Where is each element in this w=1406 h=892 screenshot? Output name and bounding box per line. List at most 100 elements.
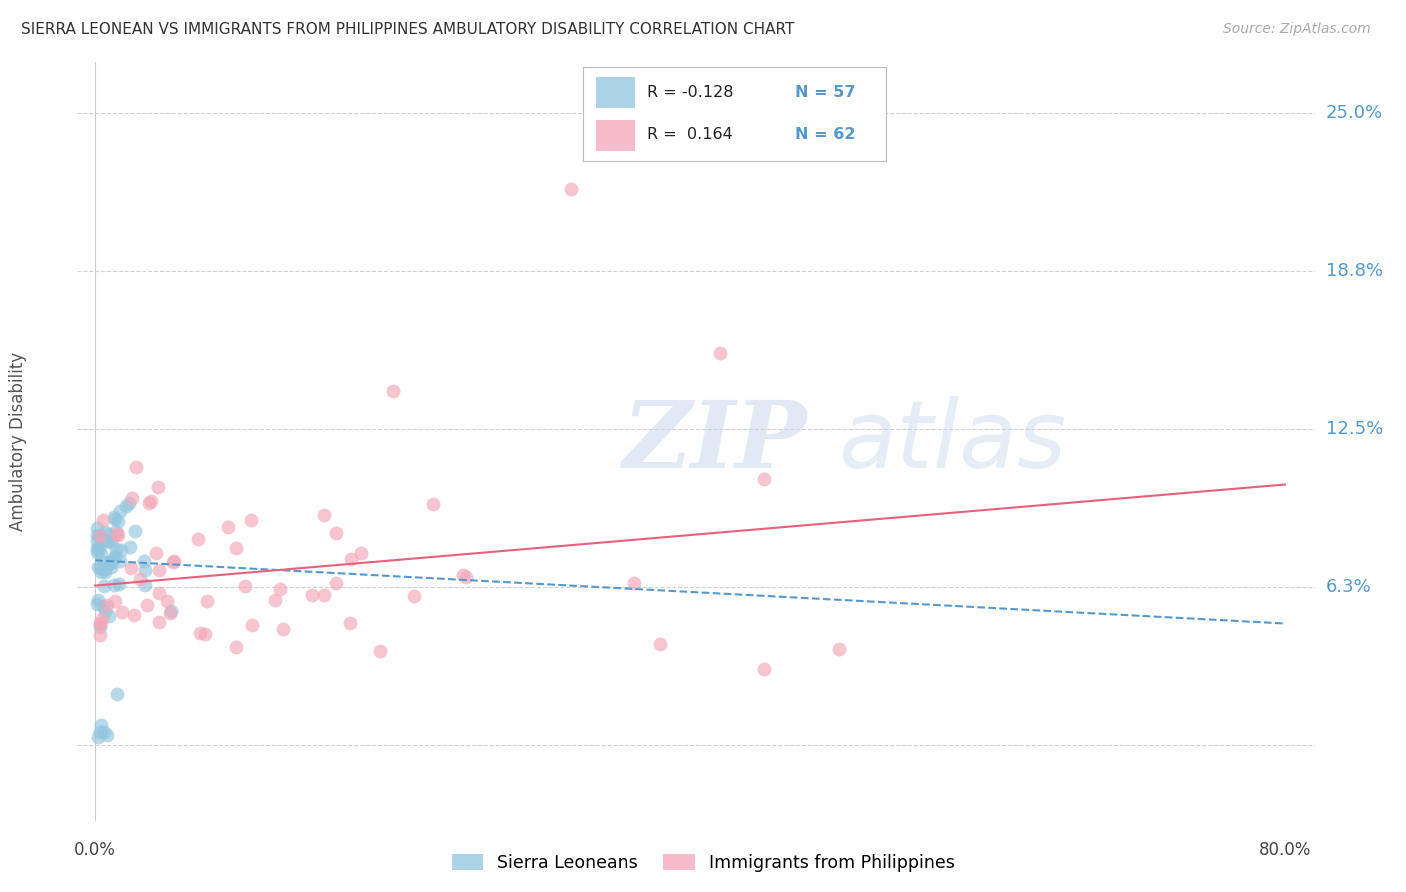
- Point: [86, 541, 108, 556]
- Point: [93, 725, 115, 739]
- Point: [87, 530, 110, 544]
- Point: [100, 535, 122, 549]
- Point: [96, 728, 118, 742]
- Point: [163, 554, 186, 568]
- Point: [108, 504, 131, 518]
- Point: [90, 565, 112, 579]
- Point: [87, 730, 110, 744]
- Text: SIERRA LEONEAN VS IMMIGRANTS FROM PHILIPPINES AMBULATORY DISABILITY CORRELATION : SIERRA LEONEAN VS IMMIGRANTS FROM PHILIP…: [21, 22, 794, 37]
- Point: [107, 687, 129, 701]
- Point: [325, 525, 347, 540]
- Point: [89, 725, 111, 739]
- Point: [650, 637, 672, 651]
- Point: [90, 717, 112, 731]
- Point: [325, 575, 347, 590]
- Point: [100, 560, 122, 574]
- Text: 80.0%: 80.0%: [1258, 841, 1310, 859]
- Point: [273, 622, 295, 636]
- Point: [93, 604, 115, 618]
- Point: [86, 528, 108, 542]
- Point: [103, 550, 125, 565]
- Point: [104, 541, 127, 556]
- Point: [314, 588, 336, 602]
- Text: Ambulatory Disability: Ambulatory Disability: [8, 352, 27, 531]
- Point: [89, 628, 111, 642]
- Point: [339, 552, 361, 566]
- Point: [89, 620, 111, 634]
- Point: [89, 615, 111, 630]
- Point: [100, 556, 122, 570]
- Point: [404, 590, 426, 604]
- Point: [104, 524, 127, 538]
- Text: R =  0.164: R = 0.164: [647, 128, 733, 143]
- Point: [381, 384, 404, 398]
- Point: [103, 578, 125, 592]
- Point: [187, 532, 209, 546]
- Point: [148, 563, 170, 577]
- Point: [422, 497, 444, 511]
- Point: [709, 346, 731, 360]
- Point: [89, 617, 111, 632]
- Point: [138, 496, 160, 510]
- Point: [107, 514, 129, 528]
- Point: [125, 460, 148, 475]
- Point: [134, 564, 156, 578]
- Point: [108, 553, 131, 567]
- Point: [96, 599, 118, 613]
- Point: [162, 555, 184, 569]
- Point: [97, 533, 120, 548]
- Point: [269, 582, 291, 596]
- Point: [264, 593, 287, 607]
- Point: [86, 544, 108, 558]
- Point: [828, 641, 851, 656]
- Point: [93, 555, 115, 569]
- Point: [87, 592, 110, 607]
- Point: [148, 615, 170, 629]
- Text: Source: ZipAtlas.com: Source: ZipAtlas.com: [1223, 22, 1371, 37]
- Point: [105, 527, 128, 541]
- Point: [91, 512, 114, 526]
- Point: [100, 555, 122, 569]
- Point: [89, 561, 111, 575]
- Text: R = -0.128: R = -0.128: [647, 85, 734, 100]
- Point: [87, 560, 110, 574]
- Text: N = 62: N = 62: [796, 128, 856, 143]
- Point: [110, 542, 132, 557]
- Point: [121, 491, 143, 505]
- Point: [114, 499, 136, 513]
- Point: [134, 578, 156, 592]
- Point: [132, 554, 155, 568]
- Text: N = 57: N = 57: [796, 85, 856, 100]
- Point: [110, 605, 132, 619]
- Point: [225, 640, 247, 655]
- Point: [118, 540, 141, 554]
- Point: [197, 594, 219, 608]
- Point: [136, 598, 159, 612]
- Point: [87, 541, 110, 555]
- Point: [623, 576, 645, 591]
- Point: [90, 612, 112, 626]
- Point: [160, 605, 183, 619]
- Point: [96, 534, 118, 549]
- Point: [87, 543, 110, 558]
- Point: [194, 627, 217, 641]
- Point: [754, 662, 776, 676]
- Text: 25.0%: 25.0%: [1326, 104, 1384, 122]
- Point: [122, 608, 145, 623]
- Point: [108, 577, 131, 591]
- Point: [159, 606, 181, 620]
- Point: [148, 480, 170, 494]
- Point: [104, 512, 127, 526]
- Point: [233, 578, 256, 592]
- Text: 18.8%: 18.8%: [1326, 262, 1382, 280]
- Point: [148, 586, 170, 600]
- Point: [240, 618, 263, 632]
- Point: [93, 565, 115, 579]
- Point: [301, 588, 323, 602]
- Text: ZIP: ZIP: [621, 397, 806, 486]
- Point: [86, 533, 108, 548]
- Text: 6.3%: 6.3%: [1326, 578, 1371, 596]
- Bar: [596, 78, 636, 108]
- Point: [128, 572, 150, 586]
- Point: [225, 541, 247, 555]
